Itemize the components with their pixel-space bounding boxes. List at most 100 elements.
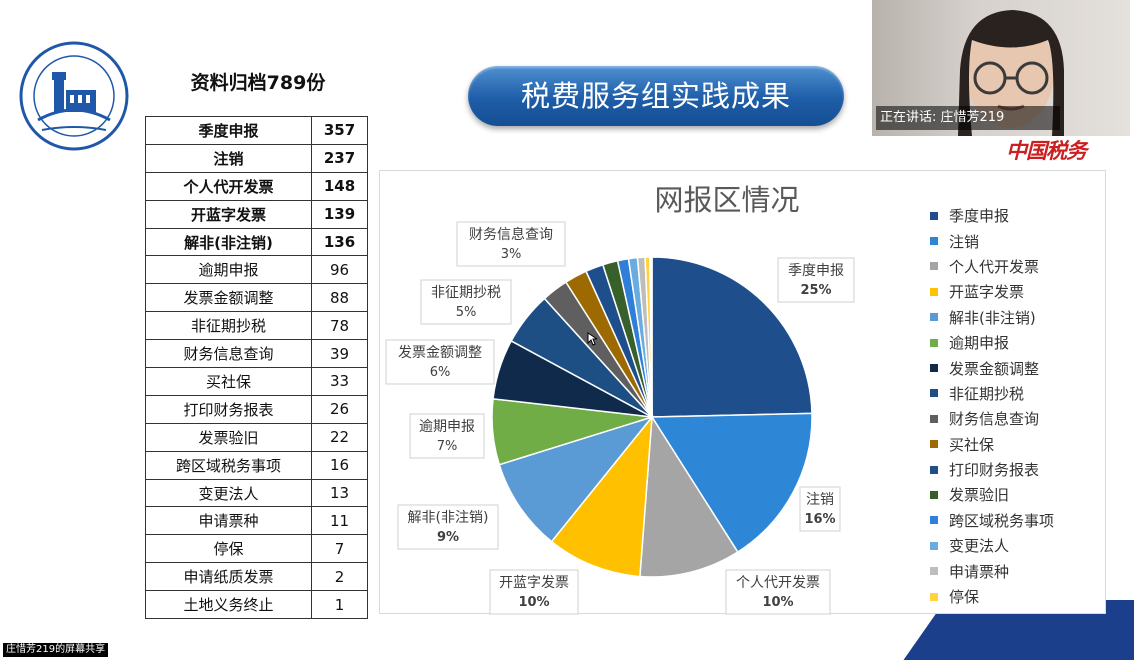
legend-swatch xyxy=(930,338,938,347)
legend-label: 打印财务报表 xyxy=(949,461,1040,480)
row-item-name: 土地义务终止 xyxy=(145,590,312,620)
table-row: 非征期抄税 78 xyxy=(145,311,368,341)
table-row: 申请纸质发票 2 xyxy=(145,562,368,592)
slice-label-percent: 9% xyxy=(437,530,459,545)
legend-item: 打印财务报表 xyxy=(930,457,1054,482)
row-item-name: 注销 xyxy=(145,143,312,173)
row-item-count: 16 xyxy=(311,450,368,480)
legend-swatch xyxy=(930,287,938,296)
archive-total-title: 资料归档789份 xyxy=(190,72,326,94)
legend-item: 发票金额调整 xyxy=(930,355,1054,380)
legend-swatch xyxy=(930,313,938,322)
row-item-count: 139 xyxy=(311,199,368,229)
table-row: 解非(非注销) 136 xyxy=(145,227,368,257)
legend-item: 买社保 xyxy=(930,432,1054,457)
row-item-name: 打印财务报表 xyxy=(145,394,312,424)
table-row: 发票验旧 22 xyxy=(145,422,368,452)
legend-item: 非征期抄税 xyxy=(930,381,1054,406)
pie-slice-3 xyxy=(639,414,739,578)
legend-label: 解非(非注销) xyxy=(949,308,1036,327)
legend-item: 停保 xyxy=(930,584,1054,609)
legend-swatch xyxy=(930,262,938,271)
legend-label: 发票验旧 xyxy=(949,486,1010,505)
legend-swatch xyxy=(930,364,938,373)
table-row: 跨区域税务事项 16 xyxy=(145,450,368,480)
row-item-name: 变更法人 xyxy=(145,478,312,508)
speaker-label: 正在讲话: 庄惜芳219 xyxy=(876,106,1060,130)
table-row: 土地义务终止 1 xyxy=(145,590,368,620)
legend-label: 注销 xyxy=(949,232,980,251)
neusoft-institute-logo xyxy=(19,41,129,151)
row-item-name: 停保 xyxy=(145,534,312,564)
legend-item: 逾期申报 xyxy=(930,330,1054,355)
slice-label-percent: 10% xyxy=(762,595,793,610)
pie-slice-1 xyxy=(651,256,813,418)
table-row: 注销 237 xyxy=(145,143,368,173)
legend-swatch xyxy=(930,414,938,423)
china-tax-brand-logo: 中国税务 xyxy=(1006,138,1087,163)
row-item-name: 逾期申报 xyxy=(145,255,312,285)
table-row: 发票金额调整 88 xyxy=(145,283,368,313)
legend-item: 变更法人 xyxy=(930,533,1054,558)
table-row: 买社保 33 xyxy=(145,367,368,396)
legend-swatch xyxy=(930,211,938,220)
legend-item: 财务信息查询 xyxy=(930,406,1054,431)
legend-swatch xyxy=(930,592,938,601)
speaker-avatar-icon xyxy=(958,10,1064,136)
slice-label-percent: 6% xyxy=(430,365,451,380)
slice-label-name: 个人代开发票 xyxy=(736,575,820,591)
legend-swatch xyxy=(930,237,938,246)
row-item-count: 136 xyxy=(311,227,368,257)
row-item-count: 33 xyxy=(311,367,368,396)
legend-item: 开蓝字发票 xyxy=(930,279,1054,304)
row-item-name: 发票验旧 xyxy=(145,422,312,452)
legend-label: 开蓝字发票 xyxy=(949,283,1025,302)
legend-label: 买社保 xyxy=(949,435,995,454)
legend-swatch xyxy=(930,465,938,474)
row-item-name: 发票金额调整 xyxy=(145,283,312,313)
legend-item: 个人代开发票 xyxy=(930,254,1054,279)
chart-title: 网报区情况 xyxy=(654,183,799,217)
table-row: 个人代开发票 148 xyxy=(145,171,368,201)
row-item-count: 96 xyxy=(311,255,368,285)
row-item-count: 1 xyxy=(311,590,368,620)
pie-slice-18 xyxy=(650,256,653,418)
slice-data-label: 注销 16% xyxy=(799,486,841,532)
legend-swatch xyxy=(930,440,938,449)
chart-legend: 季度申报注销个人代开发票开蓝字发票解非(非注销) 逾期申报发票金额调整 非征期抄税财… xyxy=(930,203,1054,609)
row-item-name: 跨区域税务事项 xyxy=(145,450,312,480)
legend-label: 跨区域税务事项 xyxy=(949,511,1055,530)
slice-label-name: 发票金额调整 xyxy=(398,345,482,361)
legend-swatch xyxy=(930,541,938,550)
slice-label-percent: 25% xyxy=(800,283,831,298)
row-item-count: 88 xyxy=(311,283,368,313)
legend-item: 注销 xyxy=(930,228,1054,253)
row-item-name: 个人代开发票 xyxy=(145,171,312,201)
legend-item: 季度申报 xyxy=(930,203,1054,228)
slice-data-label: 财务信息查询 3% xyxy=(456,221,566,267)
table-row: 打印财务报表 26 xyxy=(145,394,368,424)
legend-item: 发票验旧 xyxy=(930,482,1054,507)
slice-label-name: 开蓝字发票 xyxy=(499,575,569,591)
slice-label-percent: 10% xyxy=(518,595,549,610)
mouse-cursor-icon xyxy=(587,332,597,346)
slice-data-label: 非征期抄税 5% xyxy=(420,279,512,325)
slice-data-label: 逾期申报 7% xyxy=(409,413,485,459)
row-item-count: 237 xyxy=(311,143,368,173)
slice-data-label: 发票金额调整 6% xyxy=(385,339,495,385)
legend-label: 季度申报 xyxy=(949,207,1010,226)
slice-label-name: 逾期申报 xyxy=(419,419,475,435)
row-item-count: 78 xyxy=(311,311,368,341)
row-item-name: 申请纸质发票 xyxy=(145,562,312,592)
screen-share-label: 庄惜芳219的屏幕共享 xyxy=(3,643,109,657)
slice-label-name: 财务信息查询 xyxy=(469,226,553,243)
row-item-count: 39 xyxy=(311,339,368,369)
slice-label-name: 解非(非注销) xyxy=(408,510,489,526)
pie-slice-5 xyxy=(498,415,655,543)
slice-data-label: 季度申报 25% xyxy=(777,257,855,303)
legend-label: 变更法人 xyxy=(949,537,1010,556)
legend-swatch xyxy=(930,567,938,576)
legend-label: 逾期申报 xyxy=(949,334,1010,353)
pie-slice-4 xyxy=(550,414,653,578)
